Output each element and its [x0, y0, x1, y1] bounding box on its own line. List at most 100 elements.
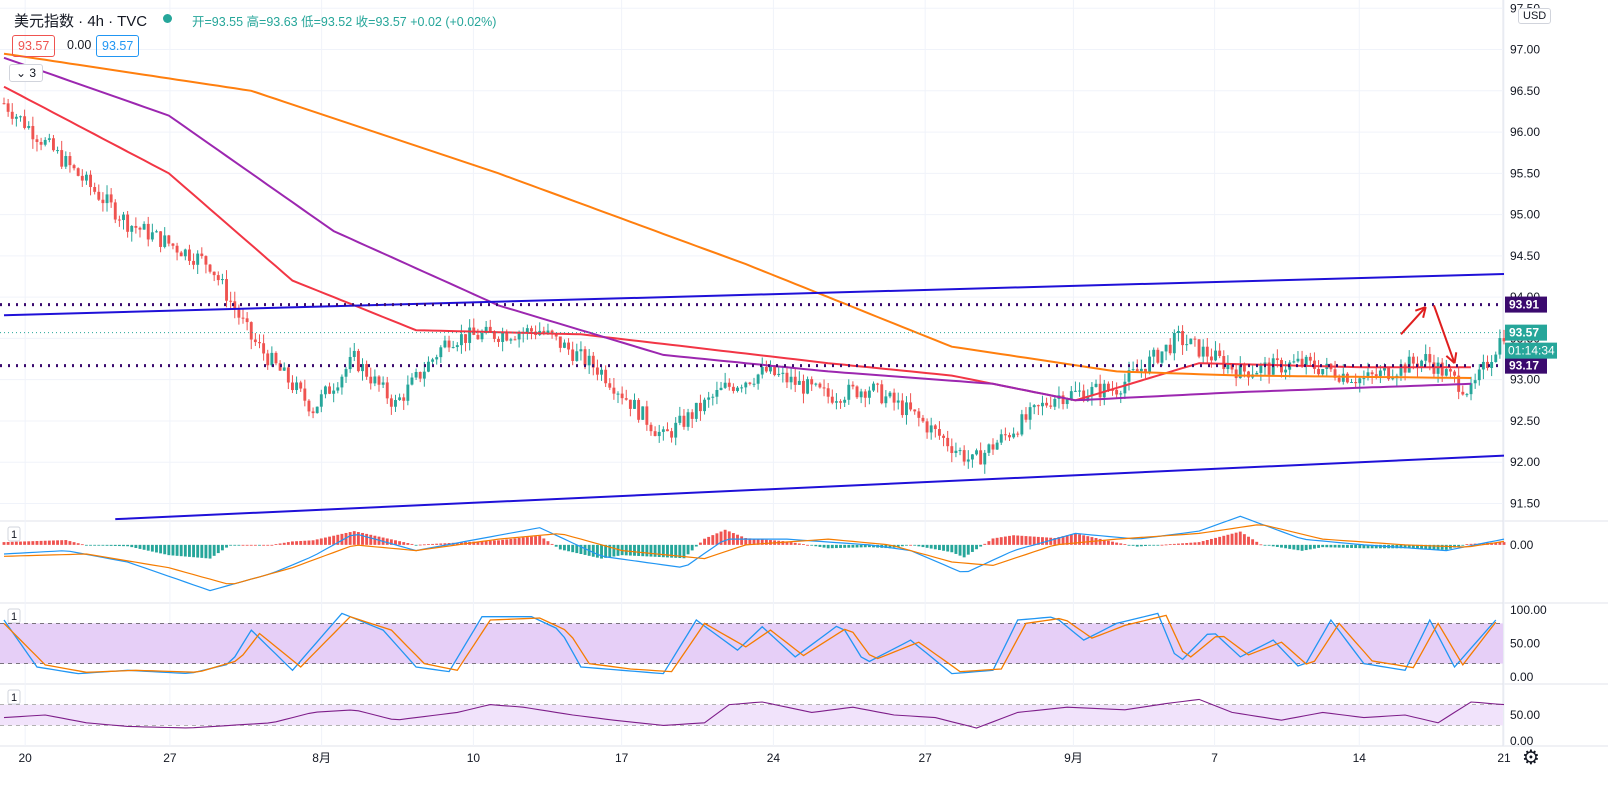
candle [187, 244, 191, 266]
histogram-bar [171, 544, 175, 556]
candle-body [1358, 378, 1362, 384]
candle-body [1387, 367, 1391, 380]
histogram-bar [43, 540, 47, 545]
histogram-bar [1399, 544, 1403, 549]
histogram-bar [60, 540, 64, 545]
histogram-bar [97, 544, 101, 546]
candle-body [554, 334, 558, 337]
histogram-bar [674, 544, 678, 558]
time-tick-label: 20 [18, 751, 32, 765]
histogram-bar [1135, 544, 1139, 547]
candle-body [89, 174, 92, 188]
candle [921, 414, 925, 423]
candle [731, 383, 735, 394]
candle-body [1242, 364, 1246, 372]
buy-button[interactable]: 93.57 [96, 35, 140, 57]
histogram-bar [1416, 544, 1419, 549]
gear-icon[interactable]: ⚙ [1522, 747, 1540, 769]
candle-body [900, 400, 904, 416]
candle-body [464, 334, 467, 343]
histogram-bar [1024, 536, 1028, 545]
candle [216, 271, 220, 286]
candle [52, 134, 55, 152]
candle [361, 358, 364, 381]
candle [851, 381, 855, 390]
candle [270, 346, 274, 367]
candle-body [27, 126, 31, 128]
candle [101, 192, 105, 212]
candle [781, 365, 785, 383]
candle [834, 393, 838, 410]
candle-body [402, 397, 406, 401]
histogram-bar [427, 544, 430, 545]
histogram-bar [583, 544, 587, 555]
time-tick-label: 7 [1211, 751, 1218, 765]
histogram-bar [802, 544, 805, 545]
histogram-bar [752, 538, 756, 545]
symbol-title[interactable]: 美元指数 · 4h · TVC [14, 13, 148, 30]
candle [1003, 427, 1007, 441]
candle [76, 167, 80, 177]
histogram-bar [1502, 542, 1506, 545]
candle-body [431, 359, 435, 362]
candle-body [427, 361, 430, 372]
candle-body [979, 450, 983, 465]
histogram-bar [562, 544, 566, 551]
histogram-bar [917, 544, 921, 547]
lots-toggle[interactable]: ⌄ 3 [9, 64, 44, 82]
price-tick-label: 96.50 [1510, 84, 1540, 98]
annotation-arrow [1400, 306, 1427, 335]
candle-body [1177, 330, 1180, 334]
candle [937, 421, 941, 440]
candle-body [863, 391, 867, 398]
candle [212, 271, 216, 282]
candle-body [785, 372, 789, 383]
sell-button[interactable]: 93.57 [12, 35, 56, 57]
candle [14, 113, 18, 127]
candle [233, 291, 237, 319]
candle [286, 365, 290, 390]
histogram-bar [225, 544, 228, 548]
histogram-bar [1057, 537, 1061, 545]
candle [830, 389, 834, 405]
candle-body [142, 223, 146, 230]
histogram-bar [373, 535, 377, 545]
candle-body [1453, 371, 1456, 376]
histogram-bar [1403, 544, 1407, 549]
candle [950, 438, 954, 463]
histogram-bar [1185, 543, 1189, 545]
candle [97, 184, 101, 202]
currency-label[interactable]: USD [1518, 8, 1552, 24]
candle [645, 400, 649, 431]
histogram-bar [1197, 542, 1201, 545]
candle [142, 221, 146, 230]
candle [1028, 402, 1032, 430]
candle-body [633, 399, 636, 409]
histogram-bar [764, 539, 768, 545]
candle [975, 448, 978, 456]
candle [373, 369, 377, 387]
candle [1391, 369, 1395, 381]
candle-body [591, 355, 595, 368]
candle-body [1139, 368, 1143, 372]
histogram-bar [962, 544, 966, 558]
histogram-bar [756, 539, 760, 545]
histogram-bar [459, 542, 463, 545]
histogram-bar [628, 544, 632, 556]
price-pane [0, 52, 1506, 521]
candle [913, 409, 917, 415]
candle [6, 98, 10, 117]
candle-body [31, 126, 35, 140]
histogram-bar [1082, 535, 1086, 545]
candle [653, 426, 657, 437]
candle [1218, 343, 1222, 359]
candle-body [1411, 356, 1415, 364]
candle-body [1490, 362, 1494, 368]
candle-body [146, 223, 150, 240]
histogram-bar [966, 544, 970, 555]
histogram-bar [670, 544, 674, 558]
histogram-bar [612, 544, 616, 557]
candle [282, 362, 286, 371]
candle [1172, 329, 1176, 361]
candle [336, 382, 340, 394]
